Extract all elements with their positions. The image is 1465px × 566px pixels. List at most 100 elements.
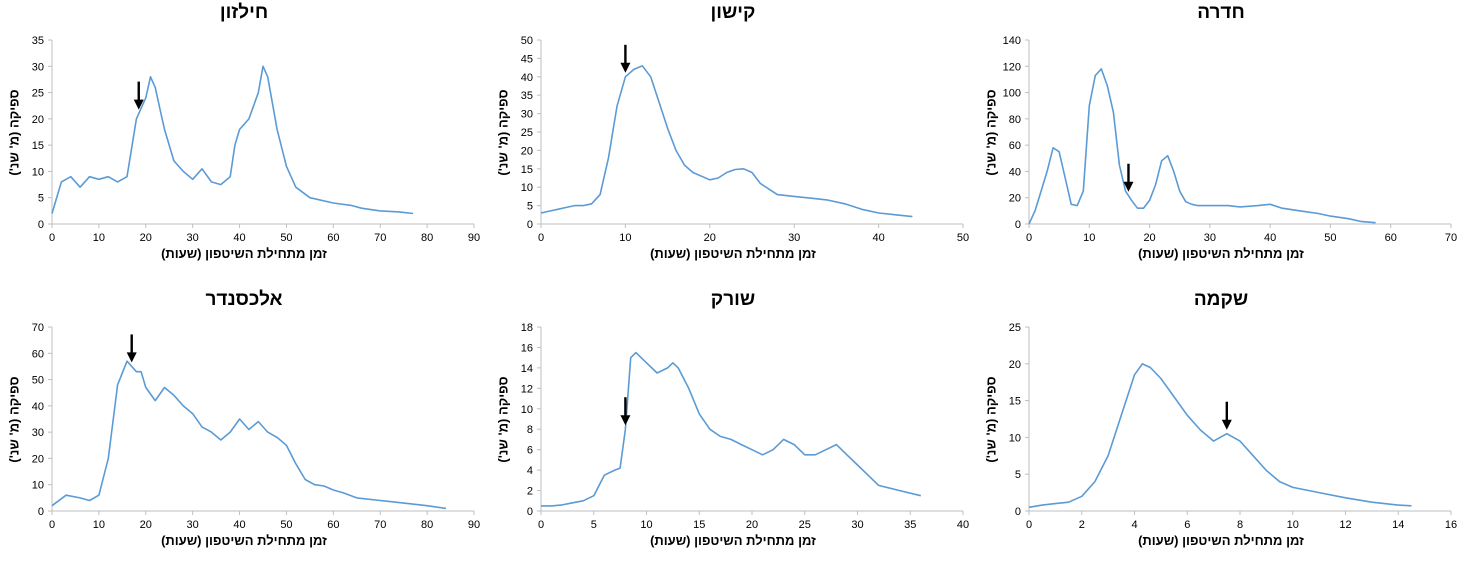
y-tick-label: 20	[1009, 359, 1021, 371]
y-axis-label: ספיקה (מ' שנ')	[6, 88, 22, 176]
peak-arrow	[620, 44, 631, 73]
x-tick-label: 30	[851, 519, 863, 531]
y-tick-label: 40	[521, 72, 533, 84]
x-axis-label: זמן מתחילת השיטפון (שעות)	[650, 246, 816, 261]
chart-title: חילזון	[219, 2, 269, 23]
y-tick-label: 35	[521, 90, 533, 102]
x-axis-label: זמן מתחילת השיטפון (שעות)	[1138, 246, 1304, 261]
x-tick-label: 16	[1445, 519, 1457, 531]
chart-svg: 0 2 4 6 8 10 12 14 16 18 0 5 10 15 20 25 30 35 40	[521, 322, 969, 531]
x-tick-label: 0	[1026, 519, 1032, 531]
peak-arrow	[1221, 401, 1232, 430]
series-line	[51, 360, 447, 510]
x-tick-label: 15	[693, 519, 705, 531]
x-tick-label: 40	[957, 519, 969, 531]
chart-panel: שקמה 0 5 10 15 20 25 0 2 4 6 8 10 12 14 16 זמן מתחילת הש…	[977, 287, 1465, 566]
y-tick-label: 0	[38, 219, 44, 231]
y-tick-label: 15	[1009, 396, 1021, 408]
y-tick-label: 0	[527, 506, 533, 518]
y-axis-label: ספיקה (מ' שנ')	[983, 375, 999, 463]
x-tick-label: 40	[233, 519, 245, 531]
series-line	[540, 65, 913, 218]
x-tick-label: 10	[93, 519, 105, 531]
y-tick-label: 20	[521, 145, 533, 157]
y-tick-label: 5	[1015, 469, 1021, 481]
x-tick-label: 70	[1445, 232, 1457, 244]
x-tick-label: 0	[538, 232, 544, 244]
chart-panel: שורק 0 2 4 6 8 10 12 14 16 18 0 5 10 15 20 25 30 35 40 זמן מ…	[489, 287, 977, 566]
x-tick-label: 10	[640, 519, 652, 531]
peak-arrow	[620, 397, 631, 426]
y-tick-label: 25	[1009, 322, 1021, 334]
y-tick-label: 30	[32, 61, 44, 73]
x-tick-label: 5	[591, 519, 597, 531]
y-tick-label: 40	[32, 401, 44, 413]
x-tick-label: 60	[1385, 232, 1397, 244]
x-tick-label: 25	[799, 519, 811, 531]
y-axis-label: ספיקה (מ' שנ')	[495, 88, 511, 176]
x-tick-label: 70	[374, 232, 386, 244]
y-tick-label: 12	[521, 383, 533, 395]
x-axis-label: זמן מתחילת השיטפון (שעות)	[650, 533, 816, 548]
chart-svg: 0 20 40 60 80 100 120 140 0 10 20 30 40 50 60 70	[1003, 35, 1457, 244]
x-tick-label: 14	[1392, 519, 1404, 531]
y-tick-label: 50	[32, 375, 44, 387]
chart-title: שקמה	[1193, 289, 1249, 310]
x-tick-label: 20	[140, 519, 152, 531]
y-tick-label: 15	[32, 140, 44, 152]
y-tick-label: 50	[521, 35, 533, 47]
x-tick-label: 40	[233, 232, 245, 244]
y-tick-label: 20	[32, 453, 44, 465]
series-line	[1028, 363, 1412, 509]
x-tick-label: 30	[788, 232, 800, 244]
x-tick-label: 10	[93, 232, 105, 244]
y-tick-label: 60	[1009, 140, 1021, 152]
x-tick-label: 6	[1184, 519, 1190, 531]
x-tick-label: 8	[1237, 519, 1243, 531]
x-tick-label: 30	[187, 519, 199, 531]
y-tick-label: 15	[521, 164, 533, 176]
peak-arrow	[133, 81, 144, 110]
x-tick-label: 10	[1287, 519, 1299, 531]
chart-svg: 0 5 10 15 20 25 0 2 4 6 8 10 12 14 16	[1009, 322, 1457, 531]
x-tick-label: 2	[1079, 519, 1085, 531]
x-tick-label: 60	[327, 519, 339, 531]
y-axis-label: ספיקה (מ' שנ')	[495, 375, 511, 463]
y-tick-label: 80	[1009, 114, 1021, 126]
y-tick-label: 8	[527, 424, 533, 436]
y-tick-label: 0	[1015, 219, 1021, 231]
y-tick-label: 20	[1009, 193, 1021, 205]
x-tick-label: 90	[468, 519, 480, 531]
chart-title: שורק	[710, 289, 756, 310]
x-tick-label: 4	[1131, 519, 1137, 531]
y-tick-label: 35	[32, 35, 44, 47]
x-tick-label: 30	[187, 232, 199, 244]
y-tick-label: 0	[1015, 506, 1021, 518]
y-tick-label: 60	[32, 348, 44, 360]
chart-title: חדרה	[1197, 2, 1245, 23]
y-tick-label: 14	[521, 363, 533, 375]
y-tick-label: 70	[32, 322, 44, 334]
chart-panel: אלכסנדר 0 10 20 30 40 50 60 70 0 10 20 30 40 50 60 70 80 9…	[0, 287, 488, 566]
y-tick-label: 10	[521, 404, 533, 416]
x-tick-label: 0	[49, 519, 55, 531]
y-tick-label: 40	[1009, 166, 1021, 178]
series-line	[51, 65, 414, 215]
y-tick-label: 10	[32, 480, 44, 492]
y-tick-label: 10	[521, 182, 533, 194]
y-tick-label: 30	[521, 109, 533, 121]
chart-panel: קישון 0 5 10 15 20 25 30 35 40 45 50 0 10 20 30 40 50 זמן …	[489, 0, 977, 279]
x-tick-label: 40	[1264, 232, 1276, 244]
y-tick-label: 0	[527, 219, 533, 231]
x-tick-label: 50	[957, 232, 969, 244]
y-tick-label: 0	[38, 506, 44, 518]
x-tick-label: 90	[468, 232, 480, 244]
y-tick-label: 2	[527, 486, 533, 498]
x-tick-label: 10	[1083, 232, 1095, 244]
x-tick-label: 0	[538, 519, 544, 531]
x-axis-label: זמן מתחילת השיטפון (שעות)	[161, 246, 327, 261]
x-tick-label: 50	[1324, 232, 1336, 244]
peak-arrow	[1123, 163, 1134, 192]
y-axis-label: ספיקה (מ' שנ')	[6, 375, 22, 463]
